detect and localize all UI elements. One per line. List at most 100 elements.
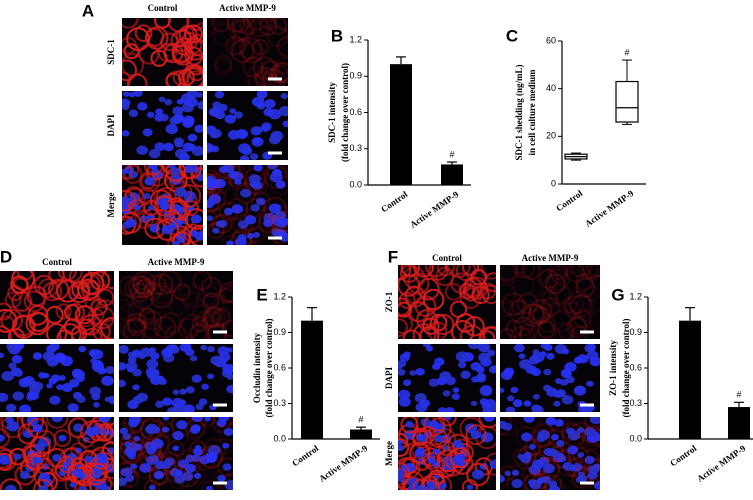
membrane xyxy=(218,201,239,222)
nucleus xyxy=(158,378,167,386)
membrane xyxy=(179,165,203,180)
membrane xyxy=(219,473,233,490)
cells xyxy=(122,18,203,86)
nucleus xyxy=(169,116,180,125)
micrograph xyxy=(0,271,114,339)
membrane xyxy=(259,72,280,86)
nucleus xyxy=(139,463,152,473)
cells xyxy=(0,344,114,412)
bar xyxy=(679,320,701,439)
nucleus xyxy=(437,407,447,412)
nucleus xyxy=(162,397,173,406)
nucleus xyxy=(144,177,155,186)
nucleus xyxy=(278,105,288,117)
y-axis-label: (fold change over control) xyxy=(340,63,350,162)
membrane xyxy=(125,457,143,475)
membrane xyxy=(214,57,233,77)
membrane xyxy=(157,417,175,426)
membrane xyxy=(183,24,203,44)
membrane xyxy=(478,326,496,339)
membrane xyxy=(191,315,209,333)
membrane xyxy=(170,464,188,482)
nucleus xyxy=(560,368,572,378)
membrane xyxy=(140,318,161,339)
nucleus xyxy=(119,345,129,354)
nucleus xyxy=(119,379,126,388)
nucleus xyxy=(234,111,244,119)
nucleus xyxy=(548,480,558,488)
membrane xyxy=(57,455,76,474)
nucleus xyxy=(186,97,198,108)
membrane xyxy=(143,271,162,286)
membrane xyxy=(217,457,233,477)
nucleus xyxy=(478,352,491,363)
nucleus xyxy=(249,153,259,160)
membrane xyxy=(247,73,265,86)
y-tick-label: 0.3 xyxy=(629,398,642,408)
y-tick-label: 0.0 xyxy=(349,179,362,189)
nucleus xyxy=(562,348,570,355)
nucleus xyxy=(420,418,431,427)
nucleus xyxy=(161,426,170,433)
nucleus xyxy=(5,484,17,490)
membrane xyxy=(566,316,588,338)
nucleus xyxy=(153,472,163,480)
membrane xyxy=(518,327,535,339)
nucleus xyxy=(555,378,563,385)
membrane xyxy=(214,54,233,73)
membrane xyxy=(449,446,471,469)
membrane xyxy=(211,18,230,33)
membrane xyxy=(532,306,551,325)
membrane xyxy=(543,478,566,490)
membrane xyxy=(184,36,203,55)
membrane xyxy=(445,449,468,472)
membrane xyxy=(214,165,234,180)
nucleus xyxy=(503,367,515,377)
membrane xyxy=(0,325,12,339)
membrane xyxy=(262,68,286,86)
y-tick-label: 0.0 xyxy=(273,433,286,443)
membrane xyxy=(521,303,545,327)
membrane xyxy=(588,309,600,332)
nucleus xyxy=(500,387,505,393)
membrane xyxy=(151,281,175,305)
nucleus xyxy=(214,91,225,99)
membrane xyxy=(412,429,429,446)
nucleus xyxy=(268,203,282,214)
membrane xyxy=(122,71,132,86)
nucleus xyxy=(279,232,288,242)
membrane xyxy=(422,317,440,335)
nucleus xyxy=(554,418,564,427)
panel-label: E xyxy=(256,285,267,304)
nucleus xyxy=(224,114,236,124)
nucleus xyxy=(280,92,288,100)
membrane xyxy=(246,65,270,86)
membrane xyxy=(218,421,233,443)
nucleus xyxy=(532,349,540,355)
nucleus xyxy=(269,172,283,183)
membrane xyxy=(398,265,412,281)
membrane xyxy=(165,72,182,86)
membrane xyxy=(84,292,102,311)
bar xyxy=(441,164,463,185)
nucleus xyxy=(193,472,202,479)
nucleus xyxy=(198,398,208,406)
membrane xyxy=(23,290,46,313)
row-label: DAPI xyxy=(106,114,116,136)
nucleus xyxy=(12,391,25,401)
nucleus xyxy=(452,439,463,449)
membrane xyxy=(516,292,539,315)
nucleus xyxy=(561,394,574,405)
membrane xyxy=(508,299,532,323)
membrane xyxy=(505,472,529,490)
nucleus xyxy=(26,391,36,399)
membrane xyxy=(189,323,210,339)
nucleus xyxy=(562,461,574,471)
membrane xyxy=(119,421,134,441)
nucleus xyxy=(540,344,549,349)
nucleus xyxy=(133,435,141,442)
annotation: # xyxy=(624,47,629,57)
membrane xyxy=(201,315,219,332)
nucleus xyxy=(587,344,596,351)
nucleus xyxy=(61,383,73,393)
